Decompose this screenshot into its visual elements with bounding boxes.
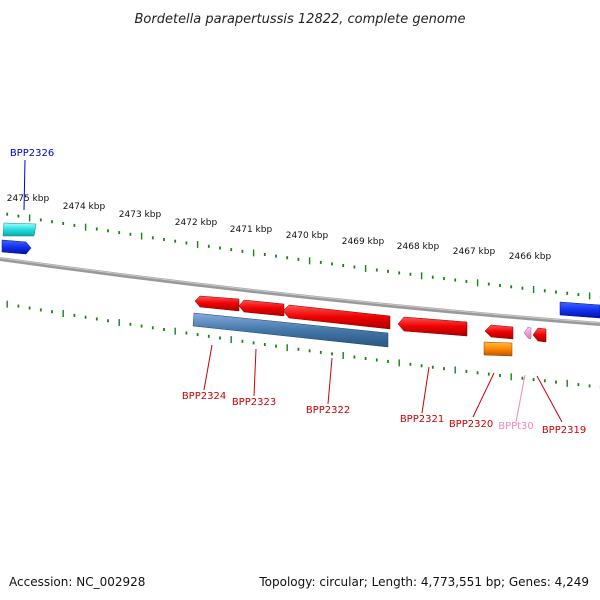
orange-feature[interactable] xyxy=(483,341,513,357)
ruler-label: 2473 kbp xyxy=(119,210,162,220)
gene-arrow-bpp2324[interactable] xyxy=(194,295,240,312)
ruler-label: 2471 kbp xyxy=(230,225,273,235)
leader-bppt30 xyxy=(515,374,526,423)
gene-label-bpp2324[interactable]: BPP2324 xyxy=(182,391,226,402)
gene-labels: BPP2326 BPP2324 BPP2323 BPP2322 BPP2321 … xyxy=(10,148,586,436)
leader-bpp2319 xyxy=(536,375,563,423)
gene-label-bpp2320[interactable]: BPP2320 xyxy=(449,419,493,430)
gene-arrow-right-blue[interactable] xyxy=(559,301,600,319)
ruler-label: 2469 kbp xyxy=(342,237,385,247)
gene-label-bpp2326[interactable]: BPP2326 xyxy=(10,148,54,159)
gene-label-bpp2319[interactable]: BPP2319 xyxy=(542,425,586,436)
gene-arrow-bpp2321[interactable] xyxy=(397,316,468,337)
leader-bpp2323 xyxy=(253,348,257,397)
ruler-label: 2472 kbp xyxy=(175,218,218,228)
ruler-label: 2475 kbp xyxy=(7,194,50,204)
gene-arrow-bppt30[interactable] xyxy=(523,326,532,340)
gene-arrow-bpp2322[interactable] xyxy=(282,304,391,330)
gene-label-bpp2321[interactable]: BPP2321 xyxy=(400,414,444,425)
genome-summary-text: Topology: circular; Length: 4,773,551 bp… xyxy=(258,575,589,589)
leader-lines xyxy=(23,159,563,423)
ruler-label: 2468 kbp xyxy=(397,242,440,252)
gene-bpp2326-feature[interactable] xyxy=(1,222,37,255)
genome-backbone xyxy=(0,257,600,326)
accession-text: Accession: NC_002928 xyxy=(9,575,145,589)
ruler-labels: 2475 kbp 2474 kbp 2473 kbp 2472 kbp 2471… xyxy=(7,194,552,262)
gene-arrow-blue[interactable] xyxy=(1,239,32,255)
leader-bpp2326 xyxy=(23,159,26,211)
upper-ruler xyxy=(6,212,600,300)
gene-label-bpp2322[interactable]: BPP2322 xyxy=(306,405,350,416)
gene-arrow-bpp2323[interactable] xyxy=(238,299,285,317)
map-title: Bordetella parapertussis 12822, complete… xyxy=(135,12,466,27)
leader-bpp2322 xyxy=(327,357,333,405)
gene-label-bppt30[interactable]: BPPt30 xyxy=(498,421,534,432)
leader-bpp2324 xyxy=(203,344,213,391)
ruler-label: 2467 kbp xyxy=(453,247,496,257)
leader-bpp2320 xyxy=(472,372,495,418)
gene-arrow-bpp2320[interactable] xyxy=(484,324,514,340)
ruler-label: 2470 kbp xyxy=(286,231,329,241)
ruler-label: 2466 kbp xyxy=(509,252,552,262)
lower-ruler xyxy=(6,300,600,389)
ruler-label: 2474 kbp xyxy=(63,202,106,212)
leader-bpp2321 xyxy=(421,366,430,414)
genome-backbone-highlight xyxy=(0,257,600,324)
cds-band[interactable] xyxy=(192,312,389,348)
cyan-feature[interactable] xyxy=(2,222,37,237)
gene-label-bpp2323[interactable]: BPP2323 xyxy=(232,397,276,408)
gene-arrow-bpp2319[interactable] xyxy=(532,327,547,343)
